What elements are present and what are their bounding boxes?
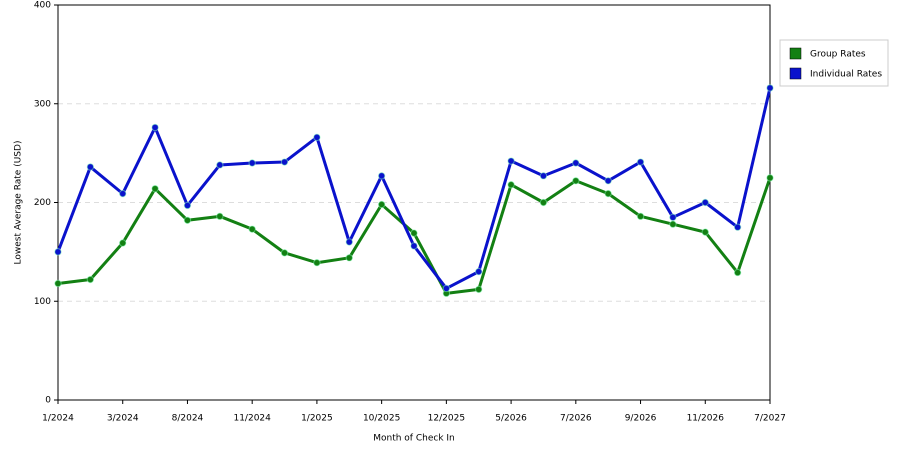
x-tick-label: 3/2024 (107, 414, 139, 424)
data-point (475, 267, 483, 276)
x-tick-label: 11/2026 (687, 414, 725, 424)
data-point (86, 163, 95, 171)
data-point (119, 239, 127, 247)
x-tick-label: 5/2026 (495, 414, 527, 424)
legend-label: Group Rates (810, 50, 866, 60)
x-tick-label: 9/2026 (625, 414, 657, 424)
data-point (280, 249, 289, 257)
y-tick-label: 400 (34, 1, 51, 11)
data-point (410, 242, 418, 250)
data-point (604, 189, 612, 198)
y-tick-label: 300 (34, 99, 51, 109)
data-point (604, 177, 612, 185)
plot-frame (57, 4, 771, 401)
data-point (636, 212, 645, 221)
data-point (54, 248, 62, 256)
data-point (701, 228, 709, 236)
data-point (636, 158, 645, 166)
data-point (345, 254, 353, 262)
x-tick-label: 1/2024 (42, 414, 74, 424)
data-point (54, 279, 62, 288)
y-tick-label: 200 (34, 198, 51, 208)
y-axis-label: Lowest Average Rate (USD) (14, 141, 24, 265)
data-point (216, 212, 224, 221)
data-point (183, 216, 192, 224)
data-point (507, 157, 515, 165)
x-tick-label: 10/2025 (363, 414, 400, 424)
data-point (539, 198, 548, 207)
data-point (183, 201, 192, 210)
x-tick-label: 7/2027 (754, 414, 786, 424)
data-point (539, 172, 548, 180)
data-point (766, 84, 774, 92)
data-point (507, 181, 515, 189)
x-tick-label: 7/2026 (560, 414, 592, 424)
data-point (151, 184, 159, 193)
data-point (248, 225, 256, 233)
x-tick-label: 1/2025 (301, 414, 333, 424)
data-point (313, 259, 321, 267)
x-tick-label: 11/2024 (233, 414, 271, 424)
series-line (56, 87, 772, 290)
legend-swatch (789, 67, 802, 80)
data-point (475, 285, 483, 294)
data-point (216, 161, 224, 169)
legend-label: Individual Rates (810, 70, 882, 80)
data-point (669, 213, 677, 222)
x-tick-label: 8/2024 (172, 414, 204, 424)
data-point (766, 174, 774, 182)
data-point (572, 177, 580, 185)
data-point (572, 159, 580, 167)
data-point (377, 172, 386, 180)
data-point (669, 220, 677, 228)
y-tick-label: 0 (45, 396, 51, 406)
data-point (701, 198, 709, 207)
data-point (410, 229, 418, 237)
legend-swatch (789, 47, 802, 60)
data-point (119, 189, 127, 198)
x-tick-label: 12/2025 (428, 414, 465, 424)
data-point (442, 284, 451, 293)
y-tick-label: 100 (34, 297, 51, 307)
data-point (86, 275, 95, 284)
data-point (733, 268, 742, 277)
x-axis-label: Month of Check In (373, 434, 455, 444)
data-point (377, 200, 386, 209)
data-point (151, 123, 159, 132)
data-point (313, 133, 321, 142)
data-point (345, 238, 353, 246)
data-point (280, 158, 289, 166)
data-point (733, 223, 742, 231)
data-point (248, 159, 256, 167)
